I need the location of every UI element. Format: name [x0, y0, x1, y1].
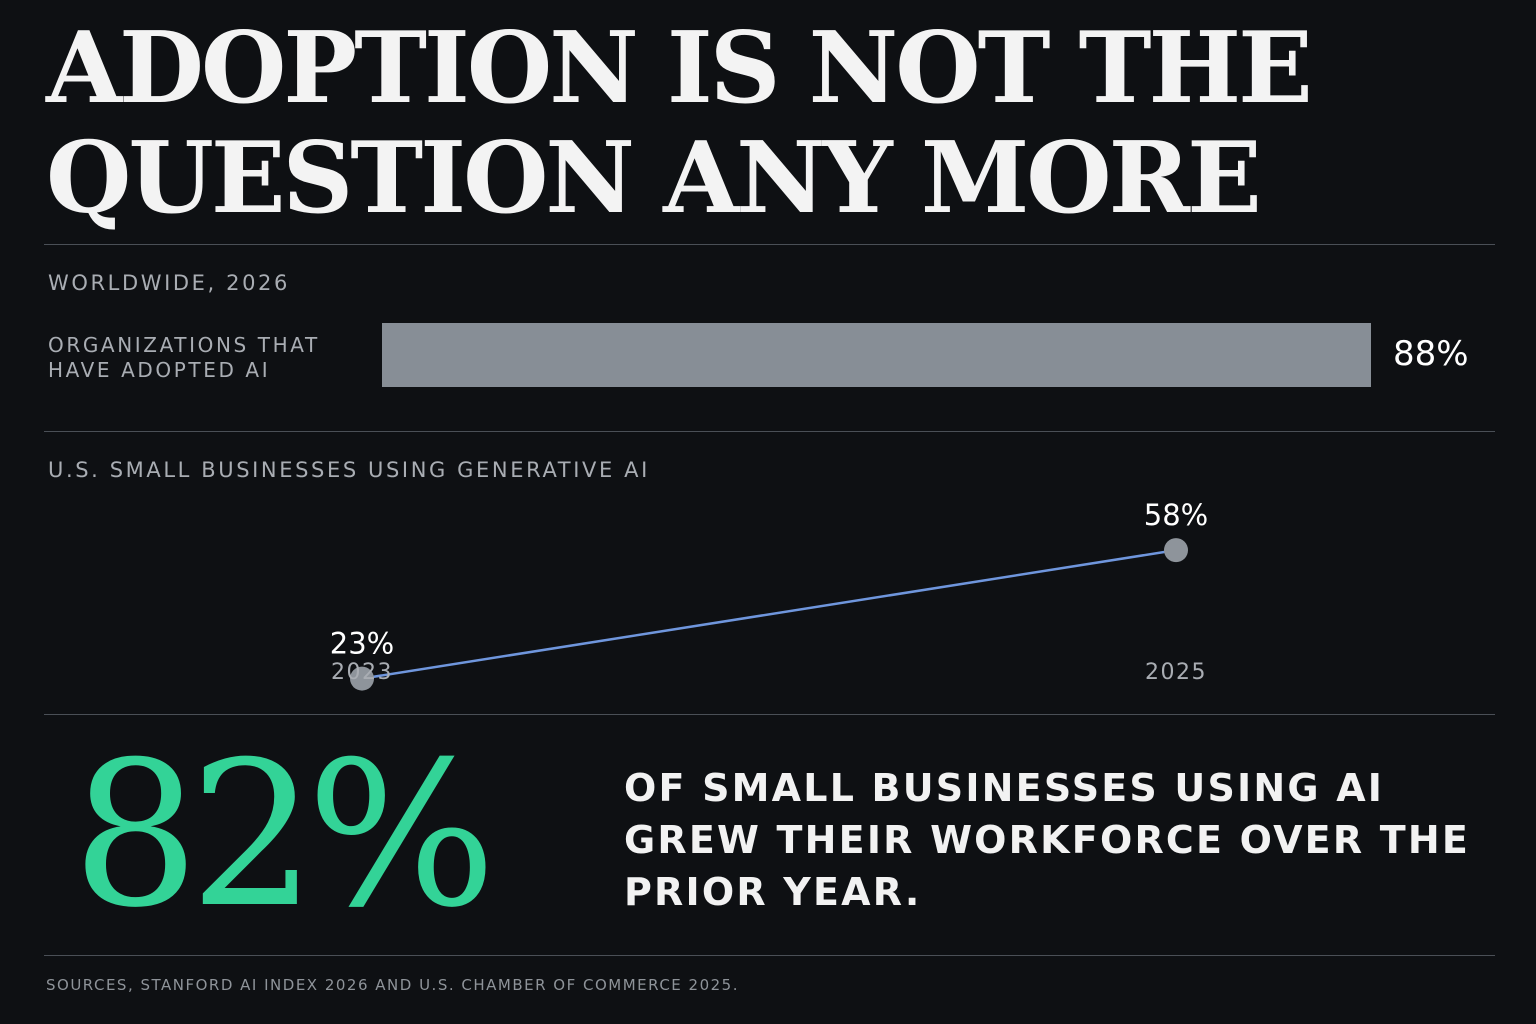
adoption-trend-line — [361, 548, 1177, 680]
headline-line-1: ADOPTION IS NOT THE — [46, 11, 1313, 126]
adoption-bar-value-label: 88% — [1393, 334, 1469, 374]
worldwide-section-label: WORLDWIDE, 2026 — [48, 271, 290, 295]
headline-line-2: QUESTION ANY MORE — [46, 121, 1262, 236]
data-label-2023: 23% — [330, 627, 394, 661]
highlight-stat-value: 82% — [72, 719, 497, 952]
data-point-2025 — [1164, 538, 1188, 563]
divider — [44, 244, 1495, 245]
sources-note: SOURCES, STANFORD AI INDEX 2026 AND U.S.… — [46, 976, 739, 994]
adoption-bar-track — [382, 323, 1506, 387]
small-business-section-label: U.S. SMALL BUSINESSES USING GENERATIVE A… — [48, 458, 650, 482]
data-label-2025: 58% — [1144, 498, 1208, 532]
divider — [44, 431, 1495, 432]
divider — [44, 955, 1495, 956]
headline: ADOPTION IS NOT THE QUESTION ANY MORE — [46, 14, 1486, 234]
x-tick-label-2023: 2023 — [331, 660, 393, 685]
data-point-2023 — [350, 666, 374, 691]
bar-category-label: ORGANIZATIONS THAT HAVE ADOPTED AI — [48, 333, 320, 382]
x-tick-label-2025: 2025 — [1145, 660, 1207, 685]
highlight-stat-text: OF SMALL BUSINESSES USING AI GREW THEIR … — [624, 766, 1471, 914]
adoption-bar — [382, 323, 1372, 387]
divider — [44, 714, 1495, 715]
